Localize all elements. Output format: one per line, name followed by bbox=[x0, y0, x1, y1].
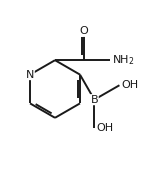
Text: N: N bbox=[26, 70, 34, 80]
Text: O: O bbox=[80, 26, 88, 36]
Text: OH: OH bbox=[96, 124, 113, 134]
Text: NH$_2$: NH$_2$ bbox=[112, 53, 134, 67]
Text: B: B bbox=[91, 95, 98, 105]
Text: OH: OH bbox=[121, 80, 138, 90]
